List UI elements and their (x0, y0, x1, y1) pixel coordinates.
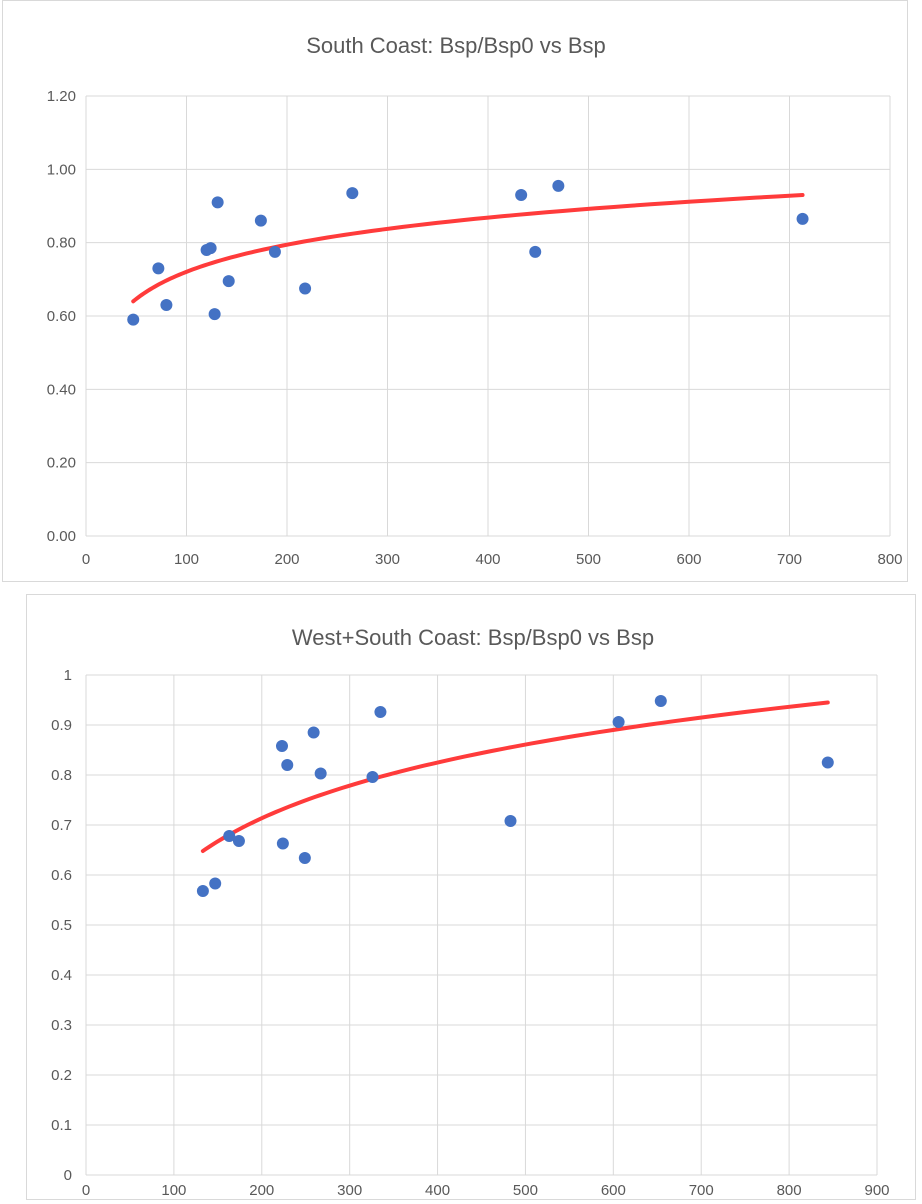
x-tick-label: 600 (676, 551, 701, 568)
y-tick-label: 0.00 (47, 528, 76, 545)
data-point (281, 759, 294, 771)
x-tick-label: 500 (576, 551, 601, 568)
x-tick-label: 100 (161, 1182, 186, 1199)
data-point (299, 282, 312, 295)
data-point (222, 275, 235, 288)
y-tick-label: 0 (64, 1167, 72, 1184)
y-tick-label: 0.2 (51, 1067, 72, 1084)
trendline (200, 700, 830, 853)
y-tick-label: 1 (64, 667, 72, 684)
x-tick-label: 400 (425, 1182, 450, 1199)
data-point (796, 212, 809, 225)
south-coast-chart-svg: South Coast: Bsp/Bsp0 vs Bsp 0.00 0.20 0.40… (47, 33, 903, 568)
data-point (127, 313, 140, 326)
x-tick-label: 800 (877, 551, 902, 568)
data-point (196, 885, 209, 897)
trendline (131, 193, 805, 304)
x-tick-label: 700 (777, 551, 802, 568)
data-point (307, 726, 320, 739)
y-tick-label: 0.80 (47, 235, 76, 252)
y-tick-label: 0.40 (47, 381, 76, 398)
data-point (314, 767, 327, 780)
data-point (275, 740, 288, 752)
west-south-coast-chart: West+South Coast: Bsp/Bsp0 vs Bsp 0 0.1 0.2… (26, 594, 916, 1200)
x-tick-label: 300 (337, 1182, 362, 1199)
data-point (160, 299, 173, 311)
x-tick-label: 600 (601, 1182, 626, 1199)
south-coast-chart: South Coast: Bsp/Bsp0 vs Bsp 0.00 0.20 0.40… (2, 0, 908, 582)
y-tick-label: 0.1 (51, 1117, 72, 1134)
data-point (529, 245, 542, 258)
data-point (821, 756, 834, 769)
x-tick-label: 700 (689, 1182, 714, 1199)
x-tick-label: 800 (777, 1182, 802, 1199)
x-tick-label: 200 (249, 1182, 274, 1199)
x-tick-label: 0 (82, 1182, 90, 1199)
x-tick-label: 400 (475, 551, 500, 568)
data-point (346, 187, 359, 200)
y-tick-label: 0.60 (47, 308, 76, 325)
data-point (268, 245, 281, 258)
x-tick-label: 200 (274, 551, 299, 568)
y-tick-label: 0.20 (47, 455, 76, 472)
data-point (298, 852, 311, 864)
x-tick-label: 900 (864, 1182, 889, 1199)
y-tick-label: 0.4 (51, 967, 72, 984)
y-tick-label: 0.8 (51, 767, 72, 784)
data-point (374, 706, 387, 718)
data-point (211, 196, 224, 209)
x-tick-label: 100 (174, 551, 199, 568)
y-tick-label: 1.00 (47, 161, 76, 178)
data-point (223, 830, 236, 842)
data-point (504, 815, 517, 827)
data-point (366, 771, 379, 783)
y-tick-label: 0.3 (51, 1017, 72, 1034)
x-tick-label: 500 (513, 1182, 538, 1199)
y-tick-label: 1.20 (47, 88, 76, 105)
data-point (552, 179, 565, 192)
y-tick-label: 0.5 (51, 917, 72, 934)
data-point (612, 716, 625, 728)
y-tick-label: 0.9 (51, 717, 72, 734)
y-tick-label: 0.6 (51, 867, 72, 884)
data-point (654, 695, 667, 707)
chart-title: West+South Coast: Bsp/Bsp0 vs Bsp (292, 625, 654, 650)
data-point (515, 189, 528, 201)
data-point (232, 835, 245, 847)
data-point (208, 308, 221, 321)
x-tick-label: 0 (82, 551, 90, 568)
data-point (204, 242, 217, 255)
data-point (276, 837, 289, 850)
x-tick-label: 300 (375, 551, 400, 568)
y-tick-label: 0.7 (51, 817, 72, 834)
data-point (152, 262, 165, 275)
data-point (209, 877, 222, 890)
chart-title: South Coast: Bsp/Bsp0 vs Bsp (306, 33, 606, 58)
west-south-coast-chart-svg: West+South Coast: Bsp/Bsp0 vs Bsp 0 0.1 0.2… (51, 625, 889, 1199)
data-point (254, 214, 267, 227)
